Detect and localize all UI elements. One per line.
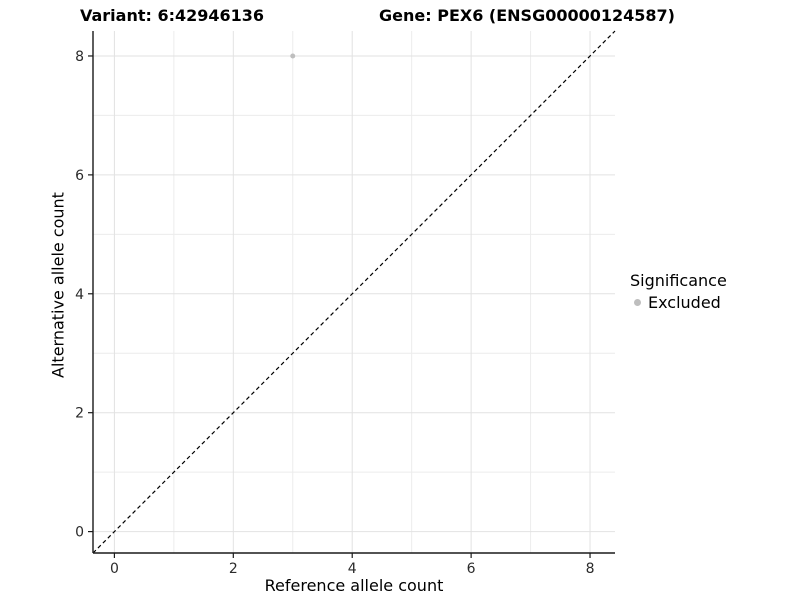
y-axis-title: Alternative allele count (48, 192, 68, 378)
legend-item-excluded: Excluded (630, 293, 727, 312)
data-point (290, 53, 296, 59)
x-axis-title: Reference allele count (264, 576, 444, 595)
x-tick-label: 0 (110, 561, 119, 577)
legend-point-icon (634, 299, 641, 306)
x-tick-label: 4 (348, 561, 357, 577)
y-tick-label: 2 (75, 406, 84, 422)
legend-item-label: Excluded (648, 293, 721, 312)
x-tick-label: 6 (467, 561, 476, 577)
x-tick-label: 8 (586, 561, 595, 577)
identity-line (92, 30, 616, 554)
y-tick-label: 4 (75, 287, 84, 303)
y-tick-label: 0 (75, 525, 84, 541)
y-tick-label: 6 (75, 168, 84, 184)
legend: Significance Excluded (630, 271, 727, 312)
gene-title: Gene: PEX6 (ENSG00000124587) (379, 6, 675, 25)
legend-title: Significance (630, 271, 727, 290)
variant-title: Variant: 6:42946136 (79, 6, 265, 25)
x-tick-label: 2 (229, 561, 238, 577)
y-tick-label: 8 (75, 49, 84, 65)
